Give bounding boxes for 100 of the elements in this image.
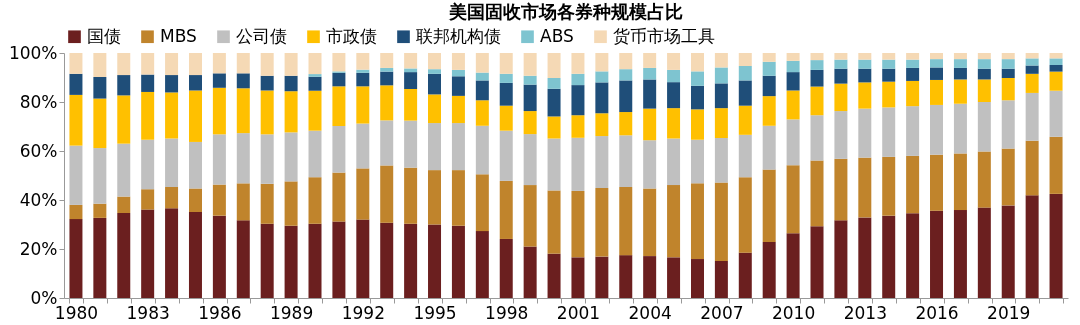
bar <box>690 71 704 86</box>
bar <box>762 53 776 62</box>
bar <box>667 138 681 186</box>
bar <box>1025 58 1039 66</box>
bar <box>1049 136 1063 194</box>
bar <box>260 223 274 298</box>
bar <box>475 174 489 232</box>
bar <box>165 187 179 209</box>
bar <box>906 80 920 107</box>
bar <box>762 241 776 298</box>
bar <box>953 59 967 68</box>
bar <box>356 53 370 70</box>
bar <box>882 156 896 216</box>
bar <box>643 67 657 80</box>
bar <box>1025 73 1039 93</box>
bar <box>786 72 800 91</box>
bar <box>1001 148 1015 206</box>
bar <box>428 69 442 74</box>
bar <box>260 90 274 135</box>
bar <box>858 68 872 83</box>
bar <box>165 75 179 93</box>
bar <box>523 134 537 186</box>
bar <box>714 138 728 183</box>
bar <box>93 148 107 204</box>
bar <box>786 233 800 298</box>
bar <box>380 222 394 298</box>
bar <box>906 106 920 156</box>
legend-label: 公司债 <box>236 25 287 46</box>
bar <box>977 207 991 298</box>
bar <box>332 72 346 87</box>
bar <box>308 76 322 91</box>
bar <box>356 123 370 169</box>
bar <box>858 59 872 69</box>
bar <box>236 73 250 89</box>
bar <box>141 209 155 298</box>
bar <box>451 95 465 124</box>
y-tick-label: 40% <box>19 189 58 210</box>
x-tick-label: 1995 <box>413 302 457 323</box>
bar <box>834 59 848 69</box>
legend-label: MBS <box>160 25 197 46</box>
bar <box>117 143 131 197</box>
bar <box>332 126 346 173</box>
bar <box>690 109 704 140</box>
bar <box>212 184 226 216</box>
bar <box>93 217 107 298</box>
bar <box>284 75 298 92</box>
bar <box>451 69 465 77</box>
bar <box>212 215 226 298</box>
bar <box>308 130 322 178</box>
bar <box>69 94 83 146</box>
bar <box>475 125 489 175</box>
bar <box>1025 92 1039 141</box>
bar <box>380 67 394 72</box>
bar <box>380 165 394 223</box>
bar <box>141 91 155 140</box>
bar <box>1025 140 1039 196</box>
bar <box>643 79 657 109</box>
bar <box>882 59 896 69</box>
x-tick-label: 1983 <box>126 302 170 323</box>
bar <box>953 210 967 298</box>
legend-label: 货币市场工具 <box>613 25 715 46</box>
bar <box>1049 71 1063 91</box>
bar <box>284 225 298 298</box>
bar <box>1001 59 1015 69</box>
bar <box>260 134 274 184</box>
bar <box>786 60 800 73</box>
bar <box>428 94 442 124</box>
bar <box>619 255 633 298</box>
bar <box>69 204 83 220</box>
bar <box>165 92 179 139</box>
bar <box>571 137 585 191</box>
bar <box>786 53 800 61</box>
y-tick-label: 100% <box>8 42 58 63</box>
bar <box>547 88 561 117</box>
bar <box>93 53 107 78</box>
bar <box>906 67 920 81</box>
bar <box>332 221 346 298</box>
bar <box>667 82 681 109</box>
bar <box>834 53 848 60</box>
bar <box>858 82 872 109</box>
bar <box>930 79 944 105</box>
x-tick-label: 2016 <box>915 302 959 323</box>
bar <box>571 73 585 86</box>
bar <box>762 75 776 97</box>
bar <box>690 53 704 72</box>
bar <box>141 139 155 190</box>
bar <box>236 220 250 298</box>
bar <box>93 98 107 149</box>
bar <box>117 196 131 213</box>
x-tick-label: 2010 <box>771 302 816 323</box>
bar <box>738 177 752 253</box>
bar <box>404 53 418 69</box>
bar <box>451 53 465 70</box>
bar <box>1049 58 1063 66</box>
bar <box>810 69 824 87</box>
bar <box>953 79 967 104</box>
bar <box>284 53 298 76</box>
bar <box>882 215 896 298</box>
x-tick-label: 2001 <box>556 302 601 323</box>
bar <box>810 160 824 227</box>
